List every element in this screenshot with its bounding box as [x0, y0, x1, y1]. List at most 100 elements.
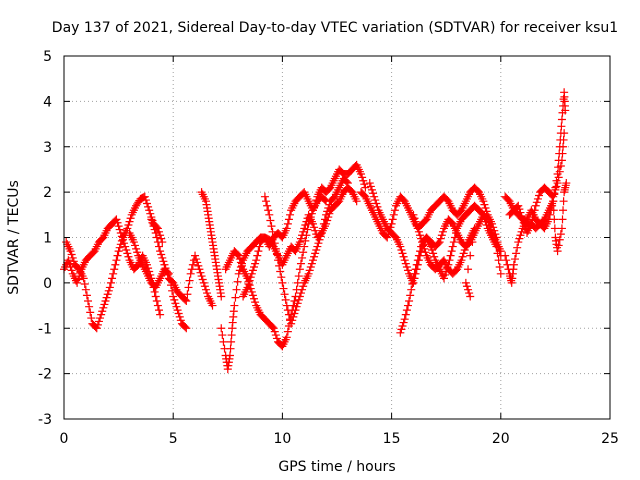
data-point: [414, 251, 423, 260]
data-point: [233, 250, 242, 259]
data-point: [396, 242, 405, 251]
data-point: [151, 292, 160, 301]
data-point: [156, 247, 165, 256]
data-point: [479, 197, 488, 206]
data-point: [501, 251, 510, 260]
data-point: [262, 197, 271, 206]
data-point: [181, 323, 190, 332]
data-point: [303, 225, 312, 234]
data-point: [161, 264, 170, 273]
y-tick-label: 5: [43, 49, 52, 65]
data-point: [397, 325, 406, 334]
data-point: [459, 249, 468, 258]
data-point: [532, 198, 541, 207]
data-point: [562, 179, 571, 188]
data-point: [555, 167, 564, 176]
data-point: [555, 235, 564, 244]
data-point: [142, 199, 151, 208]
data-point: [325, 200, 334, 209]
data-point: [408, 280, 417, 289]
data-point: [289, 312, 298, 321]
data-point: [296, 289, 305, 298]
data-point: [304, 269, 313, 278]
data-point: [244, 280, 253, 289]
y-tick-label: 4: [43, 94, 52, 110]
data-point: [150, 225, 159, 234]
data-point: [319, 219, 328, 228]
data-point: [184, 283, 193, 292]
data-point: [558, 149, 567, 158]
data-point: [372, 199, 381, 208]
data-point: [300, 224, 309, 233]
data-point: [172, 302, 181, 311]
plot-frame: [63, 55, 611, 420]
data-point: [271, 244, 280, 253]
data-point: [269, 233, 278, 242]
data-point: [556, 230, 565, 239]
data-point: [182, 297, 191, 306]
data-point: [182, 324, 191, 333]
data-point: [296, 234, 305, 243]
data-point: [226, 344, 235, 353]
data-point: [67, 266, 76, 275]
data-point: [181, 295, 190, 304]
data-point: [298, 285, 307, 294]
data-point: [187, 265, 196, 274]
data-point: [98, 307, 107, 316]
data-point: [194, 261, 203, 270]
data-point: [198, 275, 207, 284]
data-point: [100, 300, 109, 309]
data-point: [123, 224, 132, 233]
data-point: [169, 292, 178, 301]
data-point: [557, 224, 566, 233]
data-point: [464, 265, 473, 274]
data-point: [96, 314, 105, 323]
data-point: [324, 204, 333, 213]
data-point: [235, 266, 244, 275]
data-point: [195, 265, 204, 274]
data-point: [122, 245, 131, 254]
data-point: [517, 227, 526, 236]
data-point: [417, 234, 426, 243]
data-point: [157, 250, 166, 259]
data-point: [494, 256, 503, 265]
data-point: [396, 328, 405, 337]
data-point: [237, 259, 246, 268]
data-point: [157, 234, 166, 243]
data-point: [480, 214, 489, 223]
data-point: [225, 351, 234, 360]
data-points: [60, 88, 571, 374]
x-axis-label: GPS time / hours: [278, 459, 395, 475]
data-point: [112, 215, 121, 224]
data-point: [67, 250, 76, 259]
data-point: [383, 233, 392, 242]
data-point: [276, 267, 285, 276]
x-tick-label: 5: [169, 431, 178, 447]
data-point: [283, 219, 292, 228]
data-point: [252, 256, 261, 265]
data-point: [480, 200, 489, 209]
data-point: [441, 270, 450, 279]
data-point: [412, 221, 421, 230]
data-point: [295, 238, 304, 247]
data-point: [560, 129, 569, 138]
data-point: [130, 241, 139, 250]
data-point: [192, 255, 201, 264]
data-point: [361, 183, 370, 192]
data-point: [114, 222, 123, 231]
data-point: [519, 218, 528, 227]
y-tick-label: 3: [43, 140, 52, 156]
data-point: [388, 215, 397, 224]
data-point: [412, 260, 421, 269]
data-point: [529, 210, 538, 219]
data-point: [250, 262, 259, 271]
data-point: [263, 201, 272, 210]
data-point: [478, 209, 487, 218]
data-point: [153, 224, 162, 233]
data-point: [270, 239, 279, 248]
data-point: [517, 211, 526, 220]
data-point: [294, 295, 303, 304]
data-point: [151, 228, 160, 237]
data-point: [413, 224, 422, 233]
